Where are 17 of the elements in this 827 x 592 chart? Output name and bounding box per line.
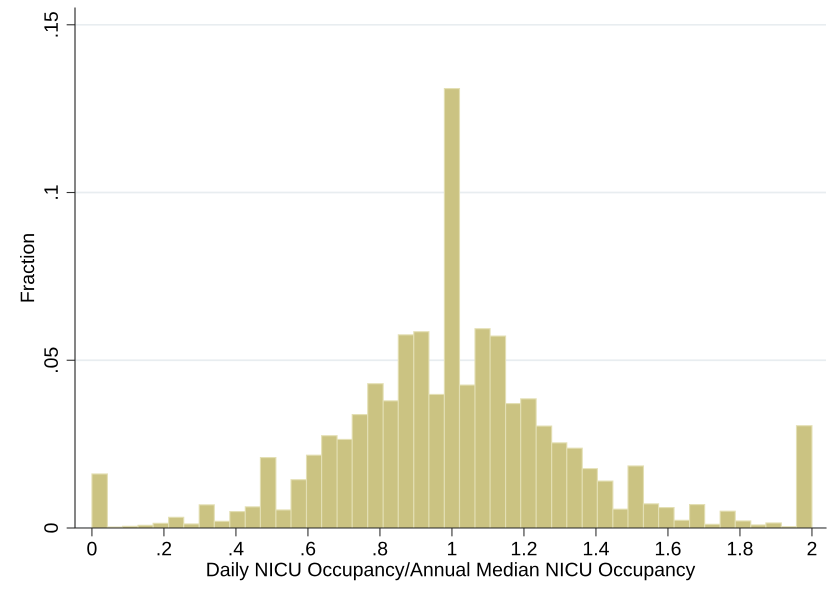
y-tick-label: 0 xyxy=(44,523,58,533)
x-tick-label: .4 xyxy=(230,542,244,556)
y-tick-label: .1 xyxy=(44,185,58,199)
x-tick-label: 1.4 xyxy=(584,542,609,556)
y-tick-label: .05 xyxy=(44,348,58,372)
x-tick-label: 1.6 xyxy=(656,542,681,556)
x-tick-label: .8 xyxy=(374,542,388,556)
x-tick-label: .2 xyxy=(158,542,172,556)
x-tick-label: 1.8 xyxy=(728,542,753,556)
y-axis-title: Fraction xyxy=(20,234,34,302)
y-tick-label: .15 xyxy=(44,12,58,37)
x-tick-label: 2 xyxy=(808,542,816,556)
x-tick-label: 1 xyxy=(448,542,456,556)
x-axis-title: Daily NICU Occupancy/Annual Median NICU Occupancy xyxy=(207,562,696,580)
x-tick-label: 1.2 xyxy=(512,542,536,556)
x-tick-label: .6 xyxy=(302,542,316,556)
x-tick-label: 0 xyxy=(87,542,97,556)
